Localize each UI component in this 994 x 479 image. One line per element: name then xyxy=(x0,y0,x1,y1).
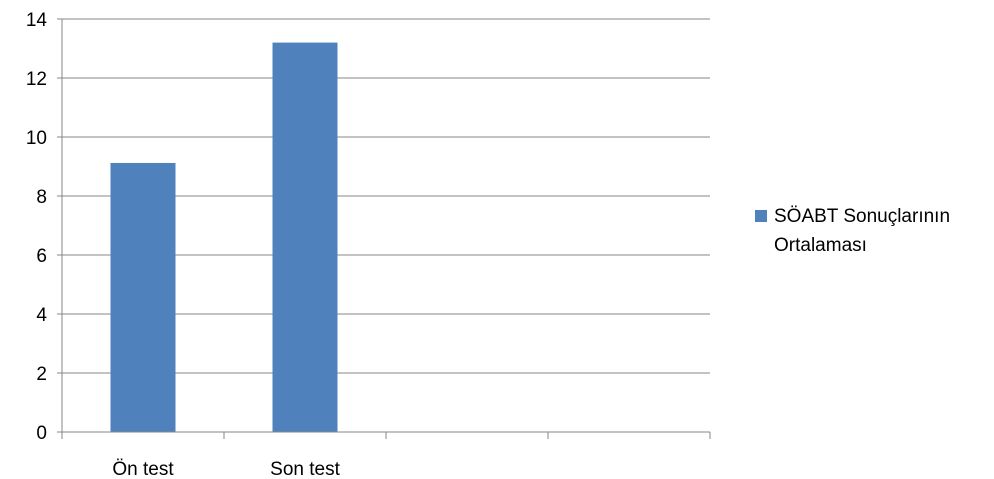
y-tick-label: 10 xyxy=(26,128,47,149)
y-tick-label: 6 xyxy=(36,246,47,267)
bar xyxy=(272,42,338,432)
x-tick-label: Son test xyxy=(270,459,340,479)
legend: SÖABT Sonuçlarının Ortalaması xyxy=(755,202,991,260)
legend-label: SÖABT Sonuçlarının Ortalaması xyxy=(774,206,951,256)
axes xyxy=(57,18,711,439)
y-tick-label: 2 xyxy=(36,364,47,385)
bars xyxy=(110,42,338,432)
legend-swatch xyxy=(755,210,767,222)
y-tick-label: 4 xyxy=(36,305,47,326)
x-tick-labels: Ön test Son test xyxy=(112,459,340,479)
y-tick-label: 14 xyxy=(26,10,48,31)
y-tick-labels: 0 2 4 6 8 10 12 14 xyxy=(26,10,48,444)
y-tick-label: 12 xyxy=(26,69,47,90)
y-tick-label: 0 xyxy=(36,423,47,444)
x-tick-label: Ön test xyxy=(112,459,174,479)
bar xyxy=(110,162,176,432)
y-tick-label: 8 xyxy=(36,187,47,208)
